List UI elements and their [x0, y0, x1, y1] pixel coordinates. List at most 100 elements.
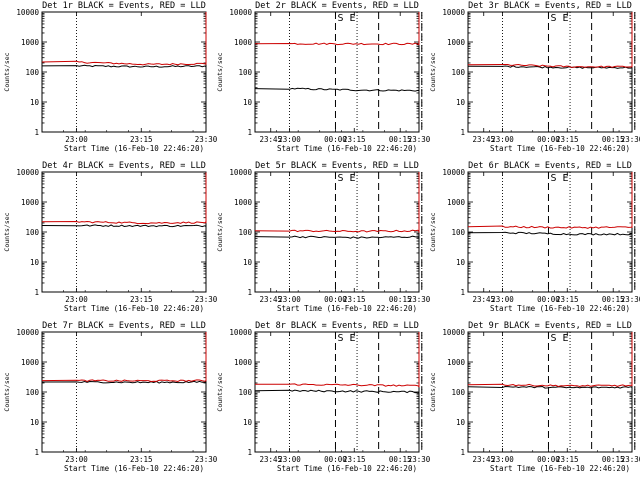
x-tick-label: 23:00: [278, 135, 301, 144]
events-series-line: [41, 12, 207, 68]
y-tick-label: 10: [30, 258, 40, 267]
x-tick-label: 23:30: [408, 455, 431, 464]
x-tick-label: 23:15: [343, 135, 366, 144]
y-tick-label: 10: [243, 418, 253, 427]
y-axis-label: Counts/sec: [216, 52, 224, 91]
y-axis-label: Counts/sec: [3, 212, 11, 251]
y-tick-label: 1000: [447, 358, 466, 367]
panel-title: Det 5r BLACK = Events, RED = LLD: [255, 161, 419, 171]
y-tick-label: 1000: [21, 38, 40, 47]
x-axis-label: Start Time (16-Feb-10 22:46:20): [490, 304, 630, 313]
y-tick-label: 1: [460, 128, 465, 137]
panel-frame: [41, 11, 207, 133]
y-tick-label: 100: [25, 228, 39, 237]
panel-title: Det 1r BLACK = Events, RED = LLD: [42, 1, 206, 11]
lld-series-line: [41, 12, 207, 66]
x-tick-label: 23:15: [556, 295, 579, 304]
y-axis-label: Counts/sec: [429, 372, 437, 411]
x-tick-label: 00:15: [389, 295, 412, 304]
x-tick-label: 00:15: [602, 135, 625, 144]
y-tick-label: 10000: [442, 168, 465, 177]
y-tick-label: 10: [30, 98, 40, 107]
y-tick-label: 1: [247, 448, 252, 457]
se-annotation: S E: [337, 333, 355, 344]
x-axis-label: Start Time (16-Feb-10 22:46:20): [64, 464, 204, 473]
se-annotation: S E: [337, 13, 355, 24]
x-tick-label: 00:15: [602, 455, 625, 464]
panel-title: Det 6r BLACK = Events, RED = LLD: [468, 161, 632, 171]
x-tick-label: 23:00: [491, 455, 514, 464]
x-tick-label: 23:00: [278, 295, 301, 304]
x-tick-label: 23:15: [343, 455, 366, 464]
x-tick-label: 23:30: [621, 455, 640, 464]
y-tick-label: 1: [34, 128, 39, 137]
x-tick-label: 23:45: [259, 455, 282, 464]
y-tick-label: 10000: [229, 8, 252, 17]
x-tick-label: 23:00: [65, 455, 88, 464]
lld-series-line: [467, 12, 633, 68]
y-tick-label: 1000: [234, 38, 253, 47]
x-tick-label: 23:30: [195, 455, 218, 464]
panel-title: Det 8r BLACK = Events, RED = LLD: [255, 321, 419, 331]
se-annotation: S E: [550, 333, 568, 344]
x-tick-label: 23:00: [491, 295, 514, 304]
x-tick-label: 23:00: [278, 455, 301, 464]
x-tick-label: 00:00: [324, 455, 347, 464]
y-tick-label: 10: [243, 98, 253, 107]
x-tick-label: 23:30: [408, 135, 431, 144]
lld-series-line: [254, 172, 420, 233]
x-tick-label: 23:15: [130, 295, 153, 304]
y-tick-label: 1: [460, 448, 465, 457]
y-tick-label: 100: [25, 388, 39, 397]
x-tick-label: 23:15: [556, 455, 579, 464]
y-tick-label: 10: [456, 98, 466, 107]
y-tick-label: 100: [238, 228, 252, 237]
y-axis-label: Counts/sec: [3, 52, 11, 91]
se-annotation: S E: [550, 13, 568, 24]
y-tick-label: 100: [238, 388, 252, 397]
x-tick-label: 00:00: [537, 135, 560, 144]
lld-series-line: [254, 12, 420, 46]
panel-title: Det 3r BLACK = Events, RED = LLD: [468, 1, 632, 11]
x-tick-label: 00:15: [389, 135, 412, 144]
se-annotation: S E: [337, 173, 355, 184]
y-tick-label: 1: [247, 128, 252, 137]
events-series-line: [41, 172, 207, 228]
x-axis-label: Start Time (16-Feb-10 22:46:20): [64, 304, 204, 313]
panel-frame: [41, 171, 207, 293]
y-tick-label: 10000: [442, 8, 465, 17]
x-tick-label: 23:45: [259, 295, 282, 304]
x-tick-label: 23:30: [621, 295, 640, 304]
x-tick-label: 23:15: [556, 135, 579, 144]
se-annotation: S E: [550, 173, 568, 184]
panel-title: Det 9r BLACK = Events, RED = LLD: [468, 321, 632, 331]
y-tick-label: 1: [247, 288, 252, 297]
panel-frame: [467, 171, 633, 293]
x-axis-label: Start Time (16-Feb-10 22:46:20): [277, 304, 417, 313]
y-axis-label: Counts/sec: [216, 212, 224, 251]
x-tick-label: 23:45: [472, 135, 495, 144]
y-tick-label: 10: [456, 418, 466, 427]
x-axis-label: Start Time (16-Feb-10 22:46:20): [277, 464, 417, 473]
y-tick-label: 1000: [234, 198, 253, 207]
y-axis-label: Counts/sec: [3, 372, 11, 411]
x-tick-label: 23:15: [130, 455, 153, 464]
panel-frame: [41, 331, 207, 453]
panel-frame: [254, 11, 420, 133]
y-tick-label: 1: [34, 448, 39, 457]
panel-title: Det 4r BLACK = Events, RED = LLD: [42, 161, 206, 171]
y-tick-label: 10: [456, 258, 466, 267]
x-axis-label: Start Time (16-Feb-10 22:46:20): [64, 144, 204, 153]
x-tick-label: 00:15: [602, 295, 625, 304]
y-tick-label: 10000: [442, 328, 465, 337]
x-tick-label: 23:30: [195, 135, 218, 144]
lld-series-line: [255, 332, 420, 388]
x-tick-label: 23:15: [130, 135, 153, 144]
y-tick-label: 100: [25, 68, 39, 77]
y-tick-label: 1000: [21, 198, 40, 207]
y-tick-label: 1: [34, 288, 39, 297]
x-tick-label: 23:00: [65, 135, 88, 144]
y-tick-label: 1000: [234, 358, 253, 367]
y-axis-label: Counts/sec: [429, 212, 437, 251]
panel-title: Det 7r BLACK = Events, RED = LLD: [42, 321, 206, 331]
